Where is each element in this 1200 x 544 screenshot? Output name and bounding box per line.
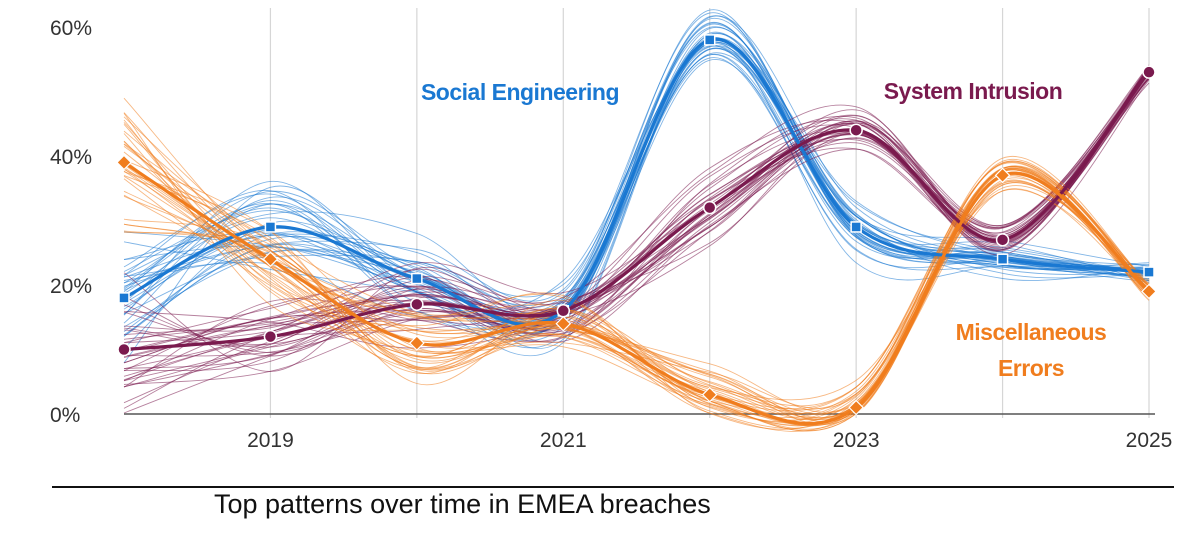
miscellaneous-errors-point xyxy=(555,315,572,332)
miscellaneous-errors-ensemble-line xyxy=(123,182,1150,432)
x-tick-label: 2023 xyxy=(833,429,880,452)
system-intrusion-ensemble-line xyxy=(123,68,1150,336)
system-intrusion-ensemble-line xyxy=(123,69,1150,344)
system-intrusion-ensemble-line xyxy=(123,68,1150,347)
system-intrusion-ensemble-line xyxy=(123,67,1150,344)
caption-rule xyxy=(52,486,1174,488)
social-engineering-ensemble-line xyxy=(123,52,1150,336)
system-intrusion-label: System Intrusion xyxy=(884,78,1063,104)
miscellaneous-errors-ensemble-line xyxy=(123,158,1150,426)
x-tick-label: 2021 xyxy=(540,429,587,452)
system-intrusion-point xyxy=(995,233,1010,247)
miscellaneous-errors-ensemble-line xyxy=(123,166,1150,427)
miscellaneous-errors-ensemble-line xyxy=(123,130,1150,415)
system-intrusion-point xyxy=(1142,65,1156,79)
social-engineering-point xyxy=(264,221,277,233)
y-tick-label: 0% xyxy=(50,404,80,427)
miscellaneous-errors-label: Miscellaneous xyxy=(956,319,1107,345)
social-engineering-ensemble-line xyxy=(123,9,1150,320)
social-engineering-ensemble-line xyxy=(123,12,1150,302)
social-engineering-ensemble-line xyxy=(123,17,1150,326)
miscellaneous-errors-point xyxy=(848,399,864,416)
y-tick-label: 20% xyxy=(50,275,92,298)
system-intrusion-ensemble-line xyxy=(123,65,1150,357)
ensemble-lines xyxy=(123,9,1150,432)
social-engineering-ensemble-line xyxy=(123,59,1150,319)
system-intrusion-ensemble-line xyxy=(123,65,1150,357)
miscellaneous-errors-ensemble-line xyxy=(123,112,1150,424)
miscellaneous-errors-ensemble-line xyxy=(123,159,1150,426)
y-axis-ticks: 0% 20% 40% 60% xyxy=(50,17,92,427)
system-intrusion-ensemble-line xyxy=(123,67,1150,348)
chart-title: Top patterns over time in EMEA breaches xyxy=(214,489,711,519)
miscellaneous-errors-ensemble-line xyxy=(123,116,1150,421)
system-intrusion-ensemble-line xyxy=(123,71,1150,332)
miscellaneous-errors-ensemble-line xyxy=(123,113,1150,419)
miscellaneous-errors-point xyxy=(994,167,1011,184)
miscellaneous-errors-point xyxy=(262,251,279,268)
system-intrusion-ensemble-line xyxy=(123,67,1150,370)
social-engineering-point xyxy=(850,221,862,233)
social-engineering-ensemble-line xyxy=(123,15,1150,331)
social-engineering-ensemble-line xyxy=(123,32,1150,349)
y-tick-label: 40% xyxy=(50,146,92,169)
x-axis-ticks: 2019 2021 2023 2025 xyxy=(247,429,1172,452)
miscellaneous-errors-point xyxy=(409,335,425,351)
miscellaneous-errors-line xyxy=(123,161,1151,426)
miscellaneous-errors-point xyxy=(116,154,132,171)
system-intrusion-point xyxy=(702,200,717,215)
system-intrusion-ensemble-line xyxy=(123,67,1150,345)
social-engineering-ensemble-line xyxy=(123,45,1150,324)
miscellaneous-errors-label: Errors xyxy=(998,355,1064,381)
system-intrusion-point xyxy=(117,342,131,357)
social-engineering-point xyxy=(411,272,423,285)
social-engineering-point xyxy=(703,34,716,46)
social-engineering-point xyxy=(996,253,1009,265)
system-intrusion-ensemble-line xyxy=(123,72,1150,358)
social-engineering-point xyxy=(1143,266,1155,278)
miscellaneous-errors-point xyxy=(701,386,718,403)
social-engineering-ensemble-line xyxy=(123,42,1150,357)
system-intrusion-point xyxy=(263,329,278,344)
social-engineering-label: Social Engineering xyxy=(421,79,619,105)
x-tick-label: 2025 xyxy=(1126,429,1173,452)
system-intrusion-ensemble-line xyxy=(123,74,1150,353)
system-intrusion-point xyxy=(410,297,424,312)
system-intrusion-point xyxy=(556,304,571,318)
system-intrusion-point xyxy=(849,123,863,137)
y-tick-label: 60% xyxy=(50,17,92,40)
miscellaneous-errors-ensemble-line xyxy=(123,188,1150,401)
social-engineering-point xyxy=(118,292,130,304)
data-markers xyxy=(116,34,1157,416)
miscellaneous-errors-ensemble-line xyxy=(123,97,1150,409)
x-tick-label: 2019 xyxy=(247,429,294,452)
miscellaneous-errors-ensemble-line xyxy=(123,170,1150,415)
social-engineering-line xyxy=(123,37,1150,326)
series-labels: Social Engineering System Intrusion Miscel… xyxy=(421,78,1107,381)
miscellaneous-errors-point xyxy=(1141,283,1157,300)
